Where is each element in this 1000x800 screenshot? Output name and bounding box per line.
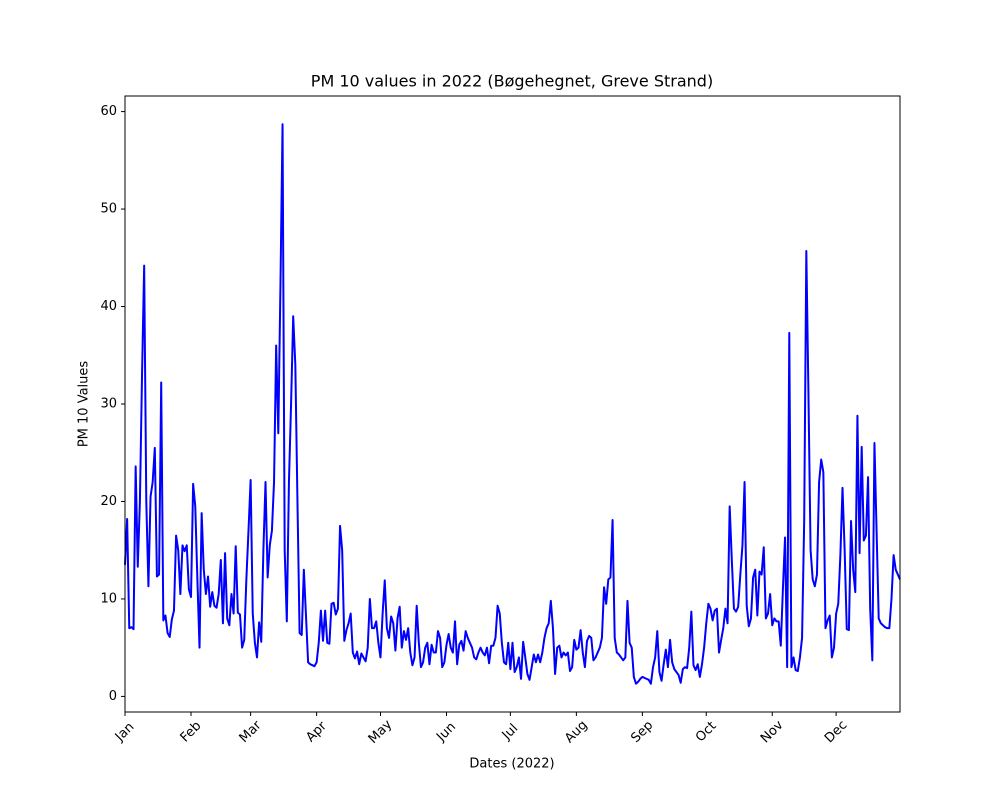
y-tick-label: 30	[100, 397, 117, 412]
x-tick-label: Oct	[693, 719, 720, 746]
x-tick-label: Jan	[112, 720, 137, 745]
y-axis-label: PM 10 Values	[77, 361, 92, 448]
x-axis-label: Dates (2022)	[469, 757, 554, 772]
x-tick-label: Jul	[499, 721, 521, 743]
x-tick-label: Apr	[303, 718, 330, 745]
data-line	[124, 123, 901, 685]
chart-title: PM 10 values in 2022 (Bøgehegnet, Greve …	[311, 72, 713, 91]
y-tick-label: 40	[100, 299, 117, 314]
x-tick-label: Feb	[178, 719, 205, 746]
y-tick-label: 20	[100, 494, 117, 509]
x-tick-label: Jun	[433, 720, 459, 746]
plot-frame	[124, 95, 901, 713]
y-tick-label: 10	[100, 591, 117, 606]
x-tick-label: May	[366, 717, 396, 747]
y-tick-label: 0	[109, 689, 117, 704]
x-tick-label: Dec	[822, 718, 850, 746]
x-tick-label: Sep	[628, 718, 656, 746]
y-tick-label: 60	[100, 104, 117, 119]
x-tick-label: Nov	[758, 718, 787, 747]
x-tick-label: Mar	[237, 718, 265, 746]
y-tick-label: 50	[100, 202, 117, 217]
x-tick-label: Aug	[562, 718, 591, 747]
